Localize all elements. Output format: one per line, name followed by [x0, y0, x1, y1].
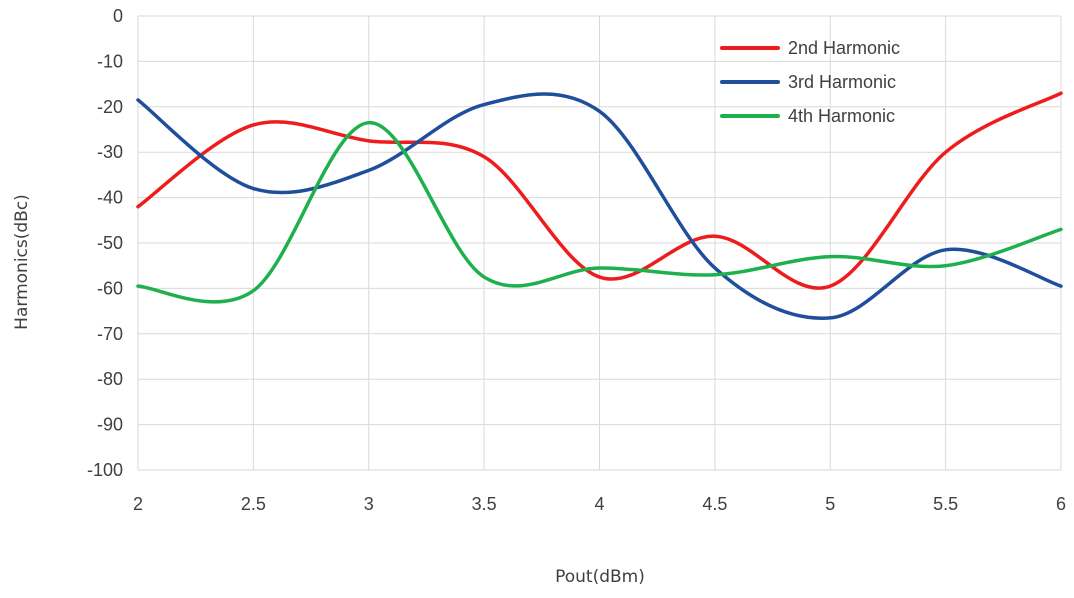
y-tick-label: -100	[87, 460, 123, 480]
x-tick-label: 3.5	[472, 494, 497, 514]
y-tick-labels: 0 -10 -20 -30 -40 -50 -60 -70 -80 -90 -100	[87, 6, 123, 480]
legend-label-2nd-harmonic: 2nd Harmonic	[788, 38, 900, 58]
y-tick-label: -90	[97, 415, 123, 435]
series-line-3rd-harmonic	[136, 92, 1063, 320]
series-lines	[136, 91, 1063, 320]
legend: 2nd Harmonic 3rd Harmonic 4th Harmonic	[720, 38, 900, 126]
y-tick-label: -30	[97, 142, 123, 162]
x-tick-label: 6	[1056, 494, 1066, 514]
x-tick-label: 3	[364, 494, 374, 514]
y-tick-label: 0	[113, 6, 123, 26]
y-tick-label: -10	[97, 51, 123, 71]
y-tick-label: -70	[97, 324, 123, 344]
y-tick-label: -20	[97, 97, 123, 117]
x-tick-labels: 2 2.5 3 3.5 4 4.5 5 5.5 6	[133, 494, 1066, 514]
series-line-2nd-harmonic	[136, 91, 1063, 290]
y-tick-label: -50	[97, 233, 123, 253]
series-line-4th-harmonic	[136, 120, 1063, 304]
x-tick-label: 2.5	[241, 494, 266, 514]
x-tick-label: 2	[133, 494, 143, 514]
y-tick-label: -40	[97, 188, 123, 208]
x-tick-label: 5	[825, 494, 835, 514]
y-tick-label: -80	[97, 369, 123, 389]
x-tick-label: 4.5	[702, 494, 727, 514]
x-tick-label: 5.5	[933, 494, 958, 514]
x-axis-title: Pout(dBm)	[555, 567, 645, 587]
legend-label-3rd-harmonic: 3rd Harmonic	[788, 72, 896, 92]
y-tick-label: -60	[97, 278, 123, 298]
y-axis-title: Harmonics(dBc)	[12, 194, 32, 330]
x-tick-label: 4	[594, 494, 604, 514]
legend-label-4th-harmonic: 4th Harmonic	[788, 106, 895, 126]
